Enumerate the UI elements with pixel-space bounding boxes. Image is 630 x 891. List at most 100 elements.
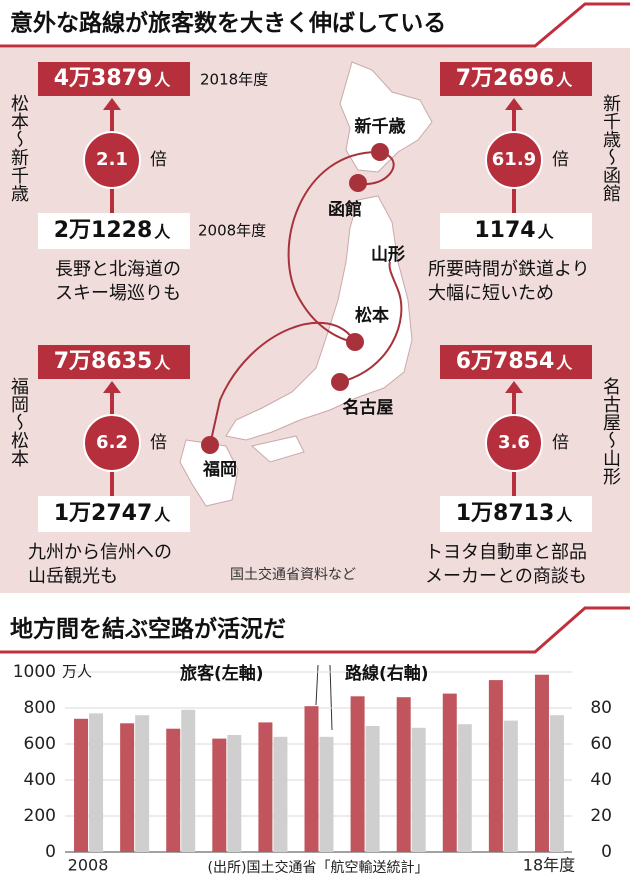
header-rule (0, 606, 630, 654)
title: 意外な路線が旅客数を大きく伸ばしている (10, 10, 446, 37)
ratio-circle (83, 131, 141, 189)
unit-label: 人 (154, 354, 171, 373)
x-tick-label: 18年度 (523, 856, 575, 875)
bar (488, 680, 503, 852)
bar (503, 720, 518, 852)
top-box (38, 62, 190, 96)
honshu (225, 195, 413, 441)
bar (166, 728, 181, 852)
top-box (440, 345, 592, 379)
legend-label: 旅客(左軸) (180, 663, 264, 684)
note: 山岳観光も (28, 566, 118, 587)
ratio: 61.9 (492, 149, 536, 170)
bottom-box (440, 213, 592, 249)
top-box (38, 345, 190, 379)
y-tick-label: 1000 (13, 662, 56, 682)
y2-tick-label: 40 (590, 770, 612, 790)
bar (304, 706, 319, 852)
city-label: 福岡 (202, 459, 237, 480)
kyushu (179, 439, 239, 507)
bar (181, 709, 196, 852)
ratio-unit: 倍 (150, 433, 167, 453)
y-tick-label: 0 (45, 842, 56, 862)
bar (89, 713, 104, 852)
y-tick-label: 600 (24, 734, 56, 754)
bar (534, 674, 549, 852)
value-label: 7万8635 (54, 349, 153, 374)
map-source: 国土交通省資料など (230, 566, 356, 583)
plane-icon (349, 174, 367, 192)
unit-label: 人 (556, 506, 573, 525)
bar (135, 715, 150, 852)
plane-icons (201, 143, 389, 454)
unit-label: 人 (154, 223, 171, 242)
note: 所要時間が鉄道より (428, 259, 590, 280)
y2-tick-label: 20 (590, 806, 612, 826)
arrow-head (103, 381, 121, 393)
value-label: 1万2747 (54, 501, 153, 526)
plane-icon (331, 373, 349, 391)
unit-label: 人 (154, 506, 171, 525)
legend-leader (329, 664, 333, 731)
note: 長野と北海道の (55, 259, 181, 280)
bar (120, 723, 135, 852)
city-label: 名古屋 (343, 397, 394, 418)
bottom-box (440, 496, 592, 532)
bar (411, 727, 426, 852)
hokkaido (339, 61, 433, 173)
y2-tick-label: 80 (590, 698, 612, 718)
route-name: 新千歳～函館 (600, 94, 621, 202)
route-line (209, 321, 356, 446)
bar (350, 696, 365, 852)
note: 九州から信州への (28, 542, 172, 563)
bar (273, 736, 288, 852)
route-lines (209, 150, 403, 446)
note: トヨタ自動車と部品 (425, 542, 587, 563)
legend-label: 路線(右軸) (345, 663, 429, 684)
ratio-unit: 倍 (150, 150, 167, 170)
top-box (440, 62, 592, 96)
unit-label: 人 (556, 71, 573, 90)
arrow-head (103, 98, 121, 110)
unit-label: 人 (154, 71, 171, 90)
value-label: 1万8713 (456, 501, 555, 526)
arrow-head (505, 381, 523, 393)
bar (549, 715, 564, 852)
y-unit: 万人 (62, 663, 92, 681)
plane-icon (371, 143, 389, 161)
value-label: 6万7854 (456, 349, 555, 374)
chart-source: (出所)国土交通省「航空輸送統計」 (208, 859, 429, 876)
value-label: 7万2696 (456, 66, 555, 91)
city-label: 函館 (328, 199, 362, 220)
city-label: 山形 (371, 244, 405, 265)
ratio: 6.2 (96, 432, 128, 453)
bar (457, 724, 472, 852)
city-label: 新千歳 (355, 116, 406, 137)
unit-label: 人 (538, 223, 555, 242)
chart-title: 地方間を結ぶ空路が活況だ (10, 616, 286, 643)
route-name: 名古屋～山形 (600, 377, 621, 485)
route-line (339, 261, 403, 383)
x-tick-label: 2008 (68, 856, 109, 875)
ratio-circle (485, 414, 543, 472)
plane-icon (201, 436, 219, 454)
ratio: 3.6 (498, 432, 530, 453)
header-rule (0, 2, 630, 48)
route-name: 福岡～松本 (8, 377, 29, 467)
y-tick-label: 800 (24, 698, 56, 718)
plane-icon (346, 333, 364, 351)
bar (212, 738, 227, 852)
bottom-box (38, 496, 190, 532)
map (179, 61, 433, 507)
ratio: 2.1 (96, 149, 128, 170)
note: 大幅に短いため (428, 283, 554, 304)
bar (319, 736, 334, 852)
y2-tick-label: 60 (590, 734, 612, 754)
shikoku (250, 435, 305, 463)
y2-tick-label: 0 (601, 842, 612, 862)
route-name: 松本～新千歳 (8, 94, 29, 202)
year-label: 2018年度 (200, 71, 268, 89)
note: メーカーとの商談も (425, 566, 587, 587)
value-label: 1174 (474, 218, 535, 243)
